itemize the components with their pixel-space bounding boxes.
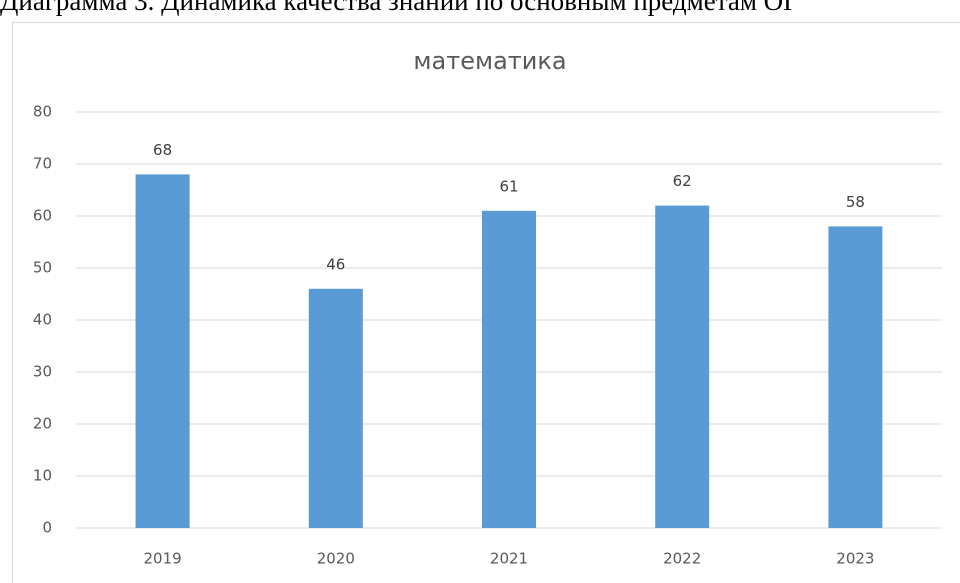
caption: Диаграмма 3. Динамика качества знаний по… [0, 0, 799, 16]
x-tick-label: 2023 [836, 550, 874, 568]
chart-frame [12, 22, 960, 583]
x-tick-label: 2020 [317, 550, 355, 568]
y-tick-label: 20 [33, 415, 52, 433]
x-tick-label: 2022 [663, 550, 701, 568]
bar [828, 226, 883, 528]
y-tick-label: 10 [33, 467, 52, 485]
y-tick-label: 30 [33, 363, 52, 381]
y-tick-label: 60 [33, 207, 52, 225]
chart-title: математика [413, 47, 566, 75]
bar [655, 205, 710, 528]
y-tick-label: 50 [33, 259, 52, 277]
x-tick-label: 2019 [144, 550, 182, 568]
bar [135, 174, 190, 528]
x-tick-label: 2021 [490, 550, 528, 568]
data-label: 58 [846, 193, 865, 211]
y-tick-label: 70 [33, 155, 52, 173]
data-label: 68 [153, 141, 172, 159]
bar [482, 210, 536, 529]
data-label: 61 [499, 177, 518, 195]
data-label: 62 [673, 172, 692, 190]
y-tick-label: 40 [33, 311, 52, 329]
y-tick-label: 80 [33, 103, 52, 121]
data-label: 46 [326, 255, 345, 273]
y-tick-label: 0 [42, 519, 52, 537]
bar [308, 288, 363, 528]
